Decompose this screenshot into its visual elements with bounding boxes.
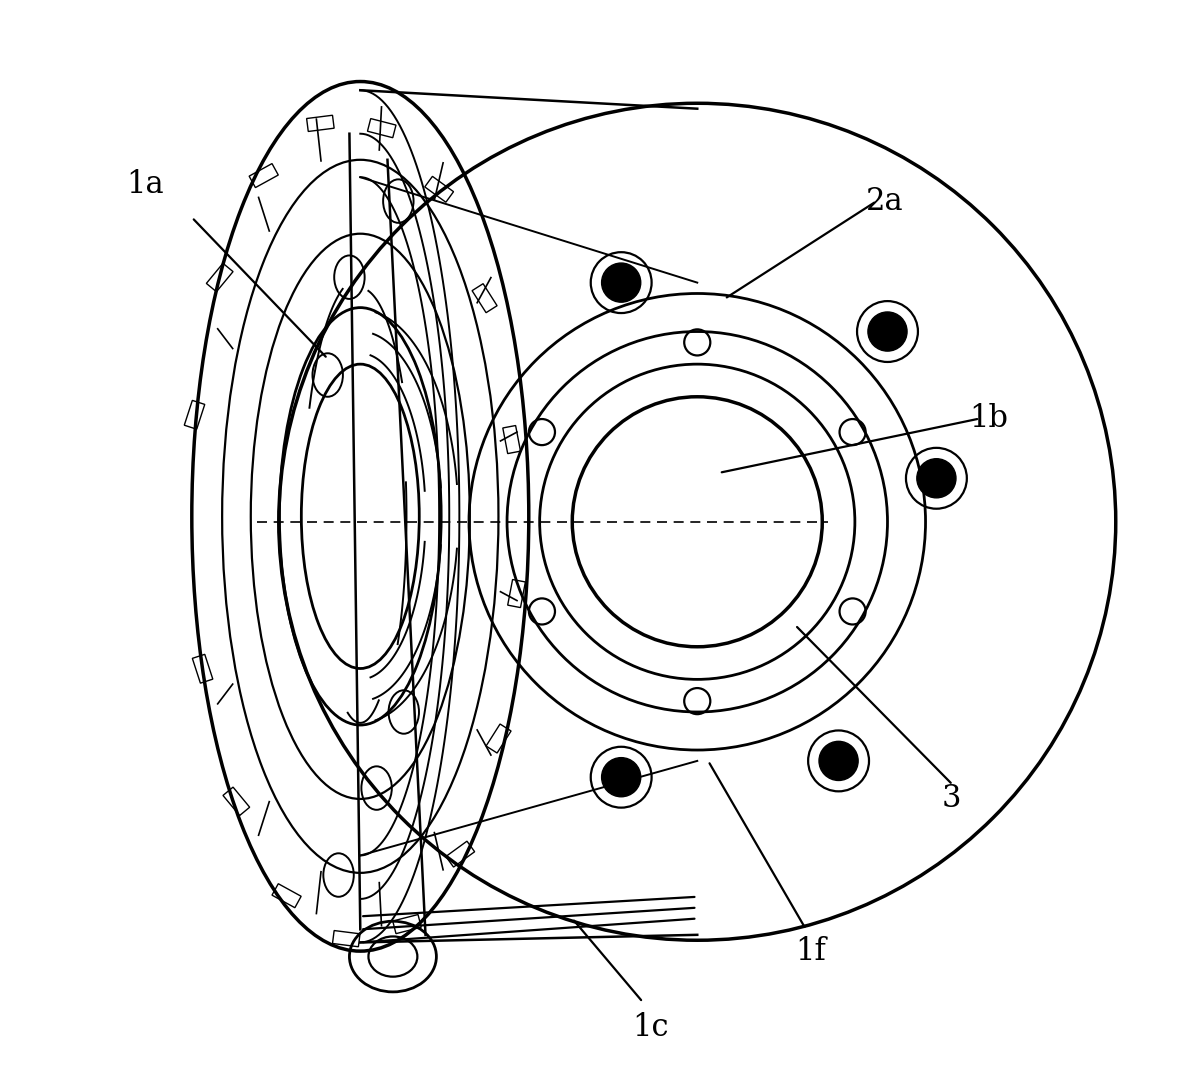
- Circle shape: [917, 459, 956, 498]
- Bar: [249, 163, 278, 188]
- Bar: [486, 724, 511, 753]
- Text: 3: 3: [942, 784, 961, 814]
- Bar: [425, 176, 454, 202]
- Circle shape: [819, 741, 858, 780]
- Circle shape: [601, 758, 640, 797]
- Text: 1c: 1c: [632, 1012, 669, 1042]
- Text: 1b: 1b: [969, 403, 1007, 434]
- Bar: [307, 115, 334, 132]
- Circle shape: [868, 312, 908, 351]
- Bar: [207, 263, 233, 291]
- Bar: [393, 914, 422, 934]
- Bar: [472, 284, 497, 313]
- Bar: [503, 425, 520, 453]
- Bar: [223, 787, 249, 815]
- Bar: [367, 118, 396, 138]
- Bar: [184, 400, 204, 429]
- Bar: [333, 930, 360, 947]
- Text: 1a: 1a: [127, 170, 164, 200]
- Bar: [192, 654, 213, 683]
- Text: 1f: 1f: [795, 936, 826, 966]
- Circle shape: [601, 263, 640, 302]
- Bar: [272, 884, 301, 908]
- Bar: [507, 579, 525, 608]
- Bar: [446, 841, 475, 867]
- Text: 2a: 2a: [866, 186, 903, 216]
